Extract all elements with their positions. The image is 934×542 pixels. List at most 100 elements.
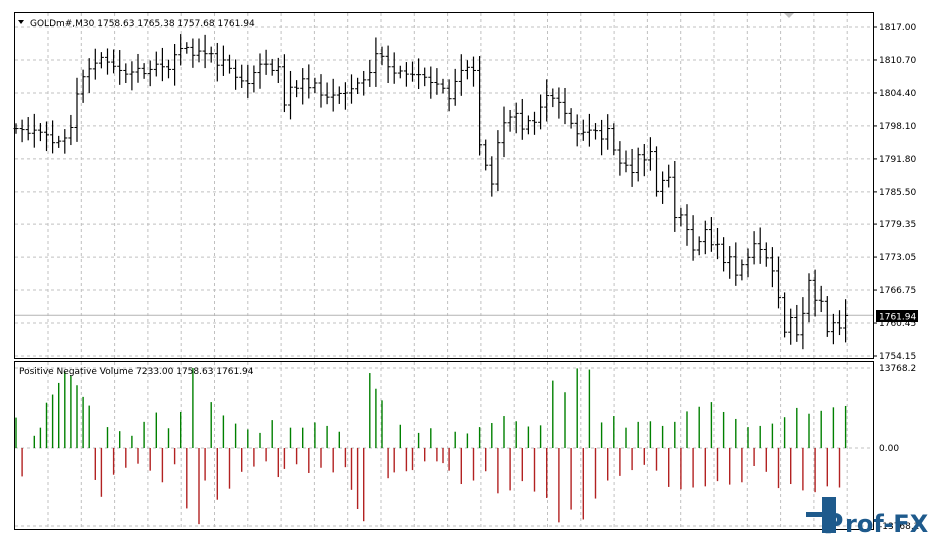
price-axis: 1817.00 1810.70 1804.40 1798.10 1791.80 1785.… — [873, 23, 916, 362]
ohlc-bar — [13, 123, 19, 134]
volume-panel[interactable]: Positive Negative Volume 7233.00 1758.63… — [14, 361, 874, 530]
ohlc-bar — [355, 77, 361, 95]
collapse-arrow-icon[interactable] — [18, 20, 24, 24]
ohlc-bar — [452, 68, 458, 106]
price-panel-title: GOLDm#,M30 1758.63 1765.38 1757.68 1761.… — [30, 19, 255, 29]
ohlc-bar — [239, 64, 245, 88]
ohlc-bar — [501, 106, 507, 158]
ohlc-bar — [702, 220, 708, 255]
ohlc-bar — [776, 256, 781, 309]
ohlc-bar — [227, 54, 232, 74]
ohlc-bar — [538, 94, 544, 130]
current-price-badge — [876, 310, 918, 322]
ohlc-bar — [123, 63, 129, 84]
ohlc-bar — [678, 207, 684, 227]
ohlc-bar — [288, 70, 293, 120]
ohlc-bar — [782, 292, 788, 338]
ohlc-bar — [105, 48, 110, 75]
ohlc-bar — [544, 79, 550, 122]
ohlc-bar — [135, 53, 141, 83]
ohlc-bar — [50, 120, 56, 154]
volume-tick-label: 13768.2 — [879, 364, 916, 374]
ohlc-bar — [281, 54, 287, 113]
logo-p: P — [823, 507, 844, 540]
ohlc-bar — [373, 37, 379, 87]
ohlc-bar — [568, 108, 574, 129]
price-tick-label: 1817.00 — [879, 23, 916, 33]
ohlc-bar — [525, 115, 531, 135]
price-panel[interactable]: GOLDm#,M30 1758.63 1765.38 1757.68 1761.… — [13, 12, 874, 359]
ohlc-bar — [690, 215, 696, 261]
ohlc-bar — [617, 141, 623, 176]
ohlc-bar — [397, 65, 403, 79]
ohlc-bar — [440, 78, 446, 94]
ohlc-bar — [62, 129, 68, 154]
ohlc-bar — [666, 164, 672, 188]
ohlc-bar — [800, 297, 806, 350]
price-tick-label: 1766.75 — [879, 286, 916, 296]
volume-bars — [15, 368, 847, 525]
ohlc-bar — [446, 79, 452, 112]
ohlc-bar — [324, 82, 330, 105]
ohlc-bar — [739, 259, 745, 281]
price-grid — [15, 13, 873, 358]
ohlc-bar — [733, 242, 739, 286]
current-price-label: 1761.94 — [879, 313, 916, 323]
ohlc-bar — [86, 58, 92, 93]
ohlc-bar — [519, 98, 525, 140]
volume-panel-frame — [14, 361, 874, 530]
ohlc-bar — [745, 248, 751, 278]
ohlc-bar — [385, 45, 391, 84]
ohlc-bar — [593, 123, 598, 140]
ohlc-bar — [422, 67, 428, 87]
ohlc-bar — [629, 148, 635, 187]
ohlc-bar — [696, 236, 702, 256]
ohlc-bar — [31, 113, 37, 148]
ohlc-bar — [788, 308, 794, 345]
ohlc-bar — [80, 69, 86, 103]
ohlc-bar — [336, 86, 342, 104]
ohlc-bar — [477, 56, 483, 156]
price-tick-label: 1785.50 — [879, 188, 916, 198]
ohlc-bar — [196, 38, 202, 63]
ohlc-bar — [434, 68, 440, 95]
ohlc-bar — [166, 59, 171, 79]
logo-p-stem — [822, 497, 836, 533]
ohlc-bars — [13, 34, 849, 350]
price-tick-label: 1773.05 — [879, 253, 916, 263]
ohlc-bar — [757, 227, 763, 264]
volume-grid — [15, 362, 873, 529]
ohlc-bar — [605, 114, 611, 150]
ohlc-bar — [586, 113, 592, 147]
volume-axis: 13768.2 0.00 -13768.2 — [879, 364, 919, 532]
ohlc-bar — [68, 114, 74, 146]
shift-marker-icon[interactable] — [784, 13, 794, 18]
ohlc-bar — [190, 38, 196, 68]
ohlc-bar — [263, 49, 269, 75]
volume-tick-label: 0.00 — [879, 444, 899, 454]
prof-fx-logo: P rof-FX — [806, 497, 929, 540]
ohlc-bar — [361, 70, 367, 96]
ohlc-bar — [654, 146, 659, 197]
ohlc-bar — [580, 119, 586, 141]
ohlc-bar — [489, 156, 495, 197]
ohlc-bar — [824, 296, 830, 337]
ohlc-bar — [214, 42, 220, 82]
ohlc-bar — [306, 64, 312, 99]
ohlc-bar — [513, 102, 519, 134]
ohlc-bar — [812, 269, 818, 317]
ohlc-bar — [233, 59, 239, 90]
ohlc-bar — [623, 150, 629, 173]
price-tick-label: 1804.40 — [879, 89, 916, 99]
ohlc-bar — [312, 77, 318, 93]
ohlc-bar — [391, 52, 397, 84]
ohlc-bar — [275, 57, 281, 84]
ohlc-bar — [56, 135, 62, 148]
ohlc-bar — [178, 34, 184, 66]
ohlc-bar — [464, 60, 470, 80]
ohlc-bar — [111, 49, 117, 74]
ohlc-bar — [25, 117, 31, 141]
ohlc-bar — [74, 77, 80, 142]
ohlc-bar — [660, 171, 666, 204]
